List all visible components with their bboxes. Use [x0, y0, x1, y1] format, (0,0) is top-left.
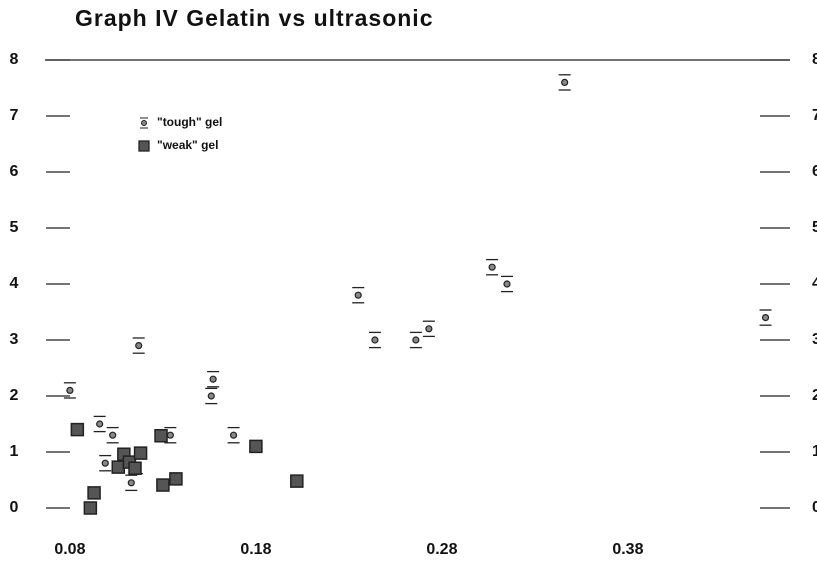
point: [101, 459, 109, 467]
y2-tick-label: 5: [812, 219, 817, 236]
y-tick-label: 3: [10, 331, 19, 348]
point: [503, 280, 511, 288]
y2-tick-label: 2: [812, 387, 817, 404]
point: [109, 431, 117, 439]
point: [166, 431, 174, 439]
y-tick-label: 1: [10, 443, 19, 460]
y-tick-label: 0: [10, 499, 19, 516]
point: [207, 392, 215, 400]
y2-tick-label: 0: [812, 499, 817, 516]
y2-tick-label: 6: [812, 163, 817, 180]
y2-tick-label: 4: [812, 275, 817, 292]
point: [249, 439, 263, 454]
x-tick-label: 0.18: [240, 541, 271, 558]
point: [169, 472, 183, 486]
y-tick-label: 5: [10, 219, 19, 236]
y2-tick-label: 8: [812, 51, 817, 68]
y2-tick-label: 7: [812, 107, 817, 124]
point: [133, 446, 148, 460]
point: [96, 420, 104, 428]
y-tick-label: 8: [10, 51, 19, 68]
legend-label: "weak" gel: [157, 138, 218, 152]
y-tick-label: 7: [10, 107, 19, 124]
point: [83, 501, 98, 515]
legend-label: "tough" gel: [157, 115, 222, 129]
point: [229, 431, 238, 439]
point: [354, 291, 362, 299]
point: [111, 460, 126, 474]
chart-title: Graph IV Gelatin vs ultrasonic: [75, 5, 433, 31]
point: [128, 461, 142, 475]
y-tick-label: 6: [10, 163, 19, 180]
point: [154, 429, 168, 443]
point: [425, 325, 433, 333]
point: [156, 478, 170, 492]
legend-marker: [141, 120, 147, 126]
point: [290, 474, 304, 488]
x-tick-label: 0.08: [54, 541, 85, 558]
point: [209, 375, 217, 383]
point: [127, 479, 135, 487]
y-tick-label: 2: [10, 387, 19, 404]
y-tick-label: 4: [10, 275, 19, 292]
point: [70, 422, 85, 437]
point: [761, 314, 770, 322]
legend-marker: [138, 140, 150, 152]
point: [87, 486, 101, 500]
x-tick-label: 0.38: [612, 541, 643, 558]
y2-tick-label: 1: [812, 443, 817, 460]
point: [488, 263, 496, 271]
y2-tick-label: 3: [812, 331, 817, 348]
point: [66, 386, 74, 394]
point: [371, 336, 379, 344]
x-tick-label: 0.28: [426, 541, 457, 558]
point: [412, 336, 420, 344]
point: [561, 78, 569, 87]
point: [135, 342, 143, 350]
